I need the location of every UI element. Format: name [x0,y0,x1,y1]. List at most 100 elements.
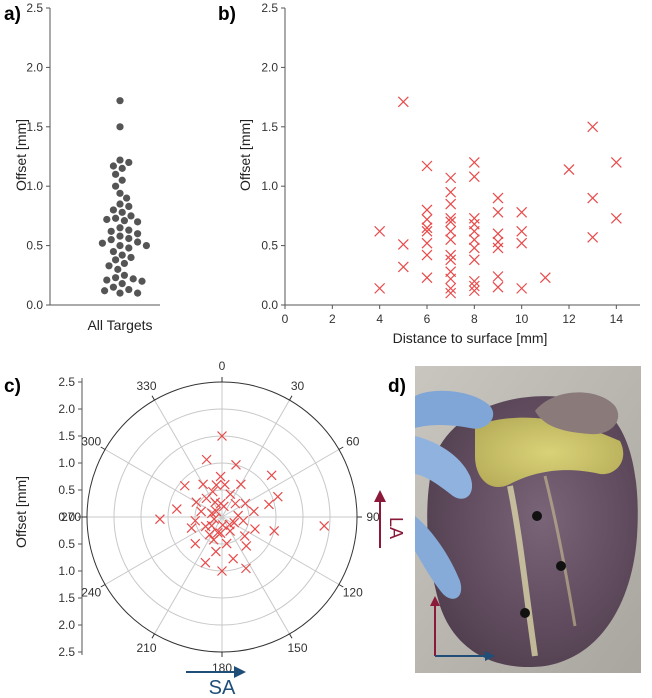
panel-a-y-title: Offset [mm] [13,119,29,191]
panel-b-x-tick-label: 12 [562,312,576,326]
panel-b-point [468,234,480,246]
panel-b-y-tick-label: 0.5 [261,239,278,253]
panel-b-point [374,282,386,294]
panel-c-point [215,471,226,482]
panel-c-point [215,498,226,509]
panel-c-points [155,431,330,576]
panel-c-r-tick-label: 0.5 [58,483,75,497]
panel-a-point [112,170,120,178]
panel-c-point [207,486,218,497]
panel-a-point [116,289,124,297]
panel-b-point [445,172,457,184]
panel-c-angle-label: 60 [346,435,360,449]
panel-a-label: a) [4,4,21,25]
panel-a-point [105,262,113,270]
panel-a-point [114,265,122,273]
panel-c-point [208,534,219,545]
panel-b-point [445,287,457,299]
panel-b-y-tick-label: 2.0 [261,60,278,74]
panel-c-point [241,541,252,551]
panel-b-point [539,272,551,284]
panel-b-point [492,271,504,282]
panel-b-point [445,186,457,198]
panel-c-radial-ticks: 2.5 2.0 1.5 1.0 0.5 0.0 0.5 1.0 1.5 2.0 2.5 [58,375,82,659]
panel-a-point [109,247,117,256]
panel-b-point [468,285,480,297]
panel-c-point [190,515,201,526]
panel-c-point [225,489,236,500]
panel-a-points [98,97,150,297]
panel-b-x-tick-label: 10 [515,312,529,326]
panel-b-x-tick-label: 4 [376,312,383,326]
panel-a-point [109,162,117,170]
panel-c-angle-tick [338,446,344,450]
panel-c-label: c) [4,376,21,397]
panel-c-y-title: Offset [mm] [13,476,29,548]
panel-a-point [116,200,124,208]
panel-c-point [179,480,190,491]
panel-c-angle-label: 240 [81,586,101,600]
la-arrow-label: LA [386,517,406,539]
panel-a-point [142,242,150,250]
panel-b-point [468,225,480,237]
panel-c-point [319,521,330,531]
panel-a-point [118,164,126,172]
panel-b-point [587,192,599,204]
panel-c-point [209,514,220,525]
panel-a-point [134,238,142,246]
panel-c-angle-label: 210 [136,641,156,655]
panel-a-point [116,123,124,131]
panel-b-point [421,225,433,237]
panel-a-point [112,182,120,190]
panel-c-r-tick-label: 0.0 [58,510,75,524]
panel-c-point [272,491,283,502]
panel-b-point [421,249,433,261]
panel-c-point [186,523,197,534]
panel-c-point [200,521,211,532]
panel-b-chart: b) 0.0 0.5 1.0 1.5 2.0 2.5 0 2 4 6 8 10 12 14 Offset… [218,1,640,346]
panel-c-point [190,538,201,549]
panel-a-x-title: All Targets [87,317,152,333]
panel-c-r-tick-label: 0.5 [58,537,75,551]
panel-c-grid-spoke [221,516,290,635]
panel-c-point [217,431,227,441]
panel-c-point [210,546,221,557]
panel-b-x-tick-label: 8 [471,312,478,326]
panel-c-angle-label: 330 [136,379,156,393]
panel-b-y-tick-label: 1.0 [261,179,278,193]
panel-c-point [241,563,251,574]
heart-photo [415,366,641,673]
panel-c-angle-label: 300 [81,435,101,449]
panel-c-point [198,479,209,490]
panel-a-point [116,97,124,105]
panel-a-point [120,217,128,225]
panel-b-y-ticks: 0.0 0.5 1.0 1.5 2.0 2.5 [261,1,285,312]
panel-a-point [118,176,126,184]
panel-a-point [125,226,133,234]
panel-a-y-tick-label: 0.0 [26,298,43,312]
panel-c-point [196,506,207,517]
panel-b-point [374,225,386,237]
panel-c-r-tick-label: 1.0 [58,456,75,470]
panel-a-point [118,208,126,216]
panel-c-r-tick-label: 1.5 [58,591,75,605]
panel-b-point [516,282,528,294]
sa-arrow-label: SA [209,677,236,698]
panel-b-point [587,231,599,243]
panel-c-point [171,504,182,514]
panel-c-grid-spoke [221,399,290,518]
panel-c-grid-spoke [221,449,340,518]
panel-c-point [211,480,222,491]
panel-a-point [138,277,146,285]
panel-c-point [235,479,246,490]
panel-d-label: d) [388,376,406,397]
panel-c-point [239,531,250,542]
panel-b-point [516,206,528,218]
panel-b-x-tick-label: 0 [282,312,289,326]
panel-b-point [445,198,457,210]
panel-b-point [492,206,504,218]
panel-b-point [492,281,504,293]
panel-b-y-tick-label: 0.0 [261,298,278,312]
panel-b-y-tick-label: 2.5 [261,1,278,15]
